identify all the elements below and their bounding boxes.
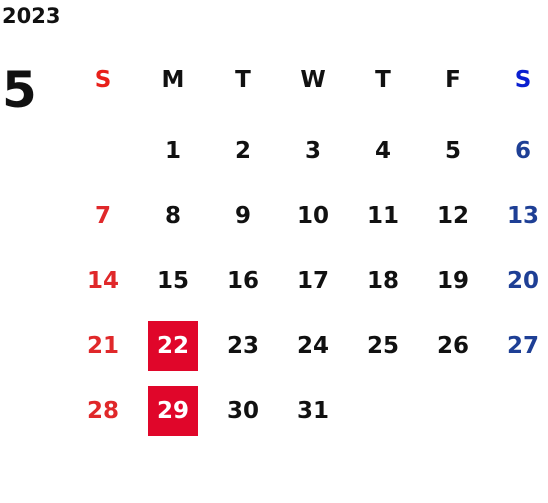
day: 3 [304,138,321,164]
day: 26 [436,333,469,359]
day-highlighted: 29 [148,386,198,436]
day: 5 [444,138,461,164]
month: 5 [2,61,37,119]
day: 11 [366,203,399,229]
day: 19 [436,268,469,294]
day: 15 [156,268,189,294]
day: 1 [164,138,181,164]
day: 30 [226,398,259,424]
day: 12 [436,203,469,229]
day-highlighted: 22 [148,321,198,371]
day: 7 [94,203,111,229]
day: 28 [86,398,119,424]
weekday-header: S [94,67,112,93]
day: 23 [226,333,259,359]
year: 2023 [2,4,61,28]
day: 2 [234,138,251,164]
day: 14 [86,268,119,294]
day: 31 [296,398,329,424]
day: 17 [296,268,329,294]
weekday-header: W [300,67,326,93]
day: 13 [506,203,539,229]
weekday-header: T [375,67,391,93]
weekday-header: F [445,67,461,93]
day: 25 [366,333,399,359]
day: 20 [506,268,539,294]
weekday-header: T [235,67,251,93]
day: 10 [296,203,329,229]
weekday-header: M [161,67,185,93]
day: 27 [506,333,539,359]
day: 21 [86,333,119,359]
day: 16 [226,268,259,294]
day: 8 [164,203,181,229]
day: 6 [514,138,531,164]
day: 4 [374,138,391,164]
day: 24 [296,333,329,359]
day: 9 [234,203,251,229]
weekday-header: S [514,67,532,93]
day: 18 [366,268,399,294]
